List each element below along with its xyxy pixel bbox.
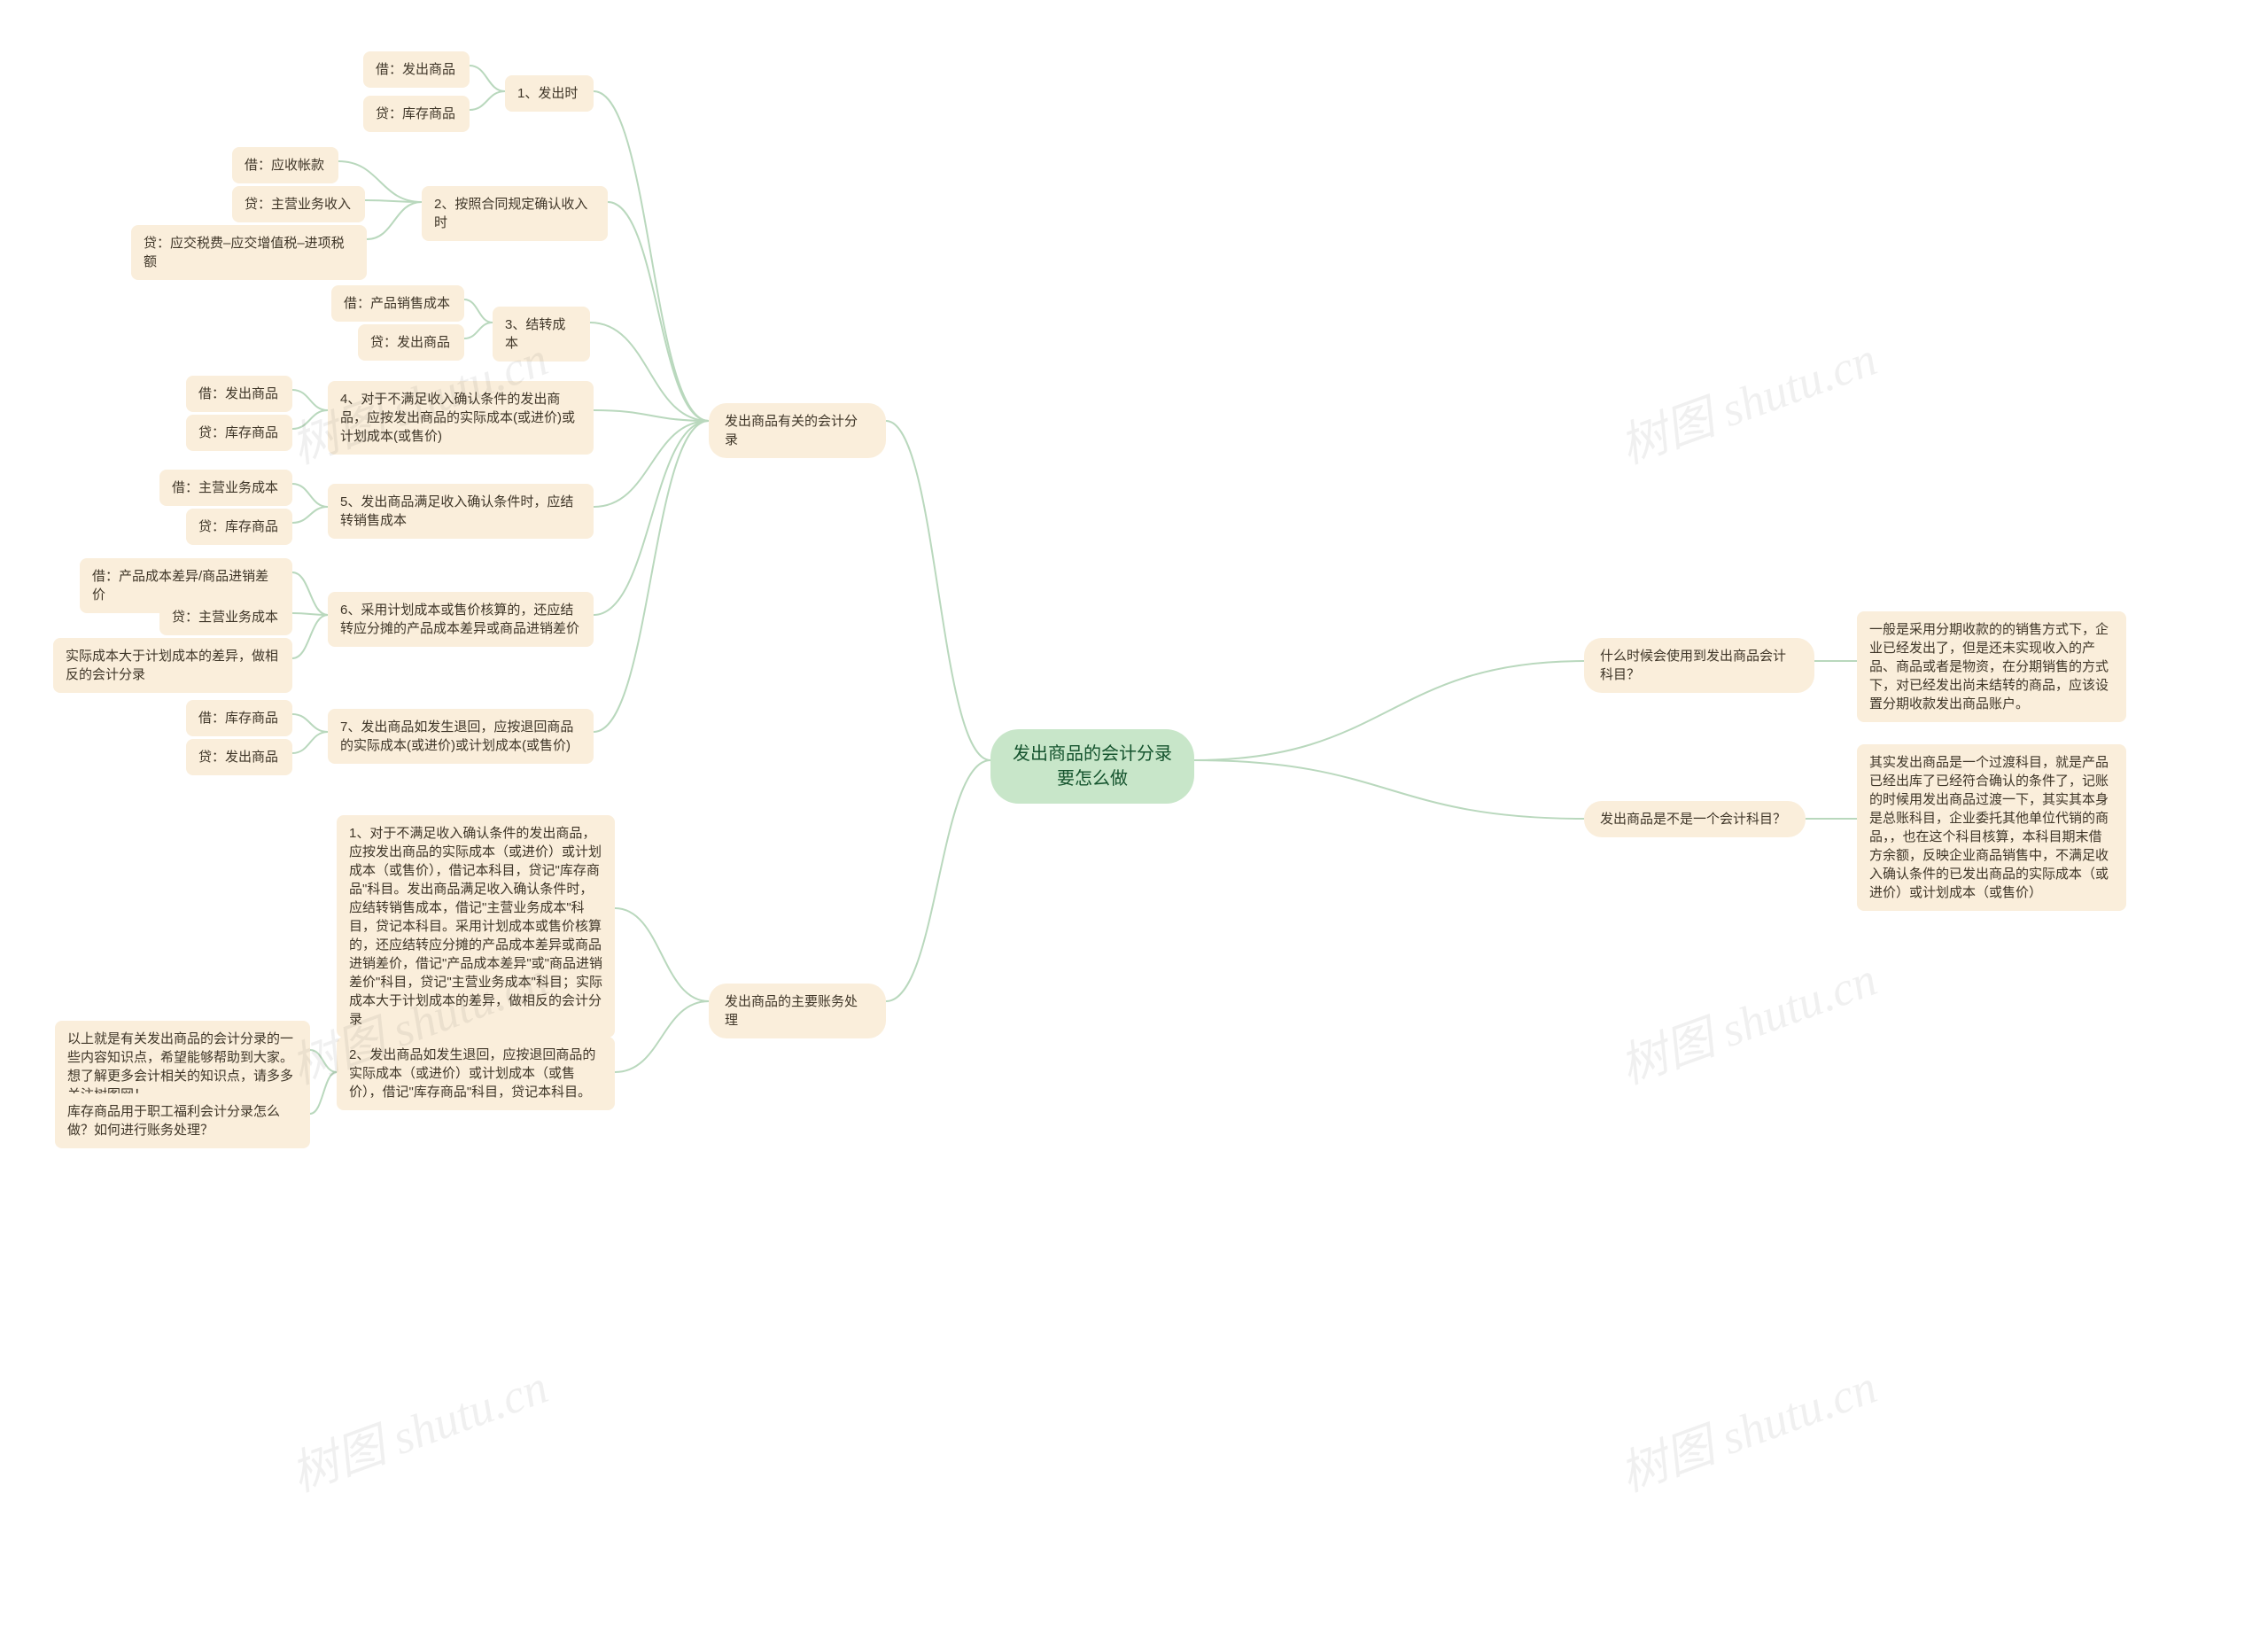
- node-b2c2l2: 库存商品用于职工福利会计分录怎么做？如何进行账务处理？: [55, 1093, 310, 1148]
- branch-b2: 发出商品的主要账务处理: [709, 984, 886, 1038]
- node-b1c1l2: 贷：库存商品: [363, 96, 470, 132]
- node-b1c6l3: 实际成本大于计划成本的差异，做相反的会计分录: [53, 638, 292, 693]
- node-b1c3l1: 借：产品销售成本: [331, 285, 464, 322]
- branch-r2: 发出商品是不是一个会计科目？: [1584, 801, 1806, 837]
- node-b1c2: 2、按照合同规定确认收入时: [422, 186, 608, 241]
- node-b1c5: 5、发出商品满足收入确认条件时，应结转销售成本: [328, 484, 594, 539]
- watermark: 树图 shutu.cn: [1609, 940, 1885, 1098]
- node-b1c5l2: 贷：库存商品: [186, 509, 292, 545]
- node-b1c4l1: 借：发出商品: [186, 376, 292, 412]
- root-node: 发出商品的会计分录要怎么做: [990, 729, 1194, 804]
- node-b1c7l1: 借：库存商品: [186, 700, 292, 736]
- node-b2c1: 1、对于不满足收入确认条件的发出商品，应按发出商品的实际成本（或进价）或计划成本…: [337, 815, 615, 1038]
- node-b1c7l2: 贷：发出商品: [186, 739, 292, 775]
- node-b2c2: 2、发出商品如发生退回，应按退回商品的实际成本（或进价）或计划成本（或售价），借…: [337, 1037, 615, 1110]
- branch-r1: 什么时候会使用到发出商品会计科目？: [1584, 638, 1814, 693]
- watermark: 树图 shutu.cn: [280, 1348, 556, 1505]
- node-b1c3l2: 贷：发出商品: [358, 324, 464, 361]
- node-b1c4: 4、对于不满足收入确认条件的发出商品，应按发出商品的实际成本(或进价)或计划成本…: [328, 381, 594, 455]
- branch-b1: 发出商品有关的会计分录: [709, 403, 886, 458]
- node-b1c6: 6、采用计划成本或售价核算的，还应结转应分摊的产品成本差异或商品进销差价: [328, 592, 594, 647]
- node-b1c6l2: 贷：主营业务成本: [159, 599, 292, 635]
- node-b1c2l1: 借：应收帐款: [232, 147, 338, 183]
- watermark: 树图 shutu.cn: [1609, 320, 1885, 478]
- node-b1c7: 7、发出商品如发生退回，应按退回商品的实际成本(或进价)或计划成本(或售价): [328, 709, 594, 764]
- watermark: 树图 shutu.cn: [1609, 1348, 1885, 1505]
- node-b1c2l3: 贷：应交税费–应交增值税–进项税额: [131, 225, 367, 280]
- node-b1c2l2: 贷：主营业务收入: [232, 186, 365, 222]
- node-r1c1: 一般是采用分期收款的的销售方式下，企业已经发出了，但是还未实现收入的产品、商品或…: [1857, 611, 2126, 722]
- node-b1c5l1: 借：主营业务成本: [159, 470, 292, 506]
- node-b1c1: 1、发出时: [505, 75, 594, 112]
- node-r2c1: 其实发出商品是一个过渡科目，就是产品已经出库了已经符合确认的条件了，记账的时候用…: [1857, 744, 2126, 911]
- node-b1c4l2: 贷：库存商品: [186, 415, 292, 451]
- node-b1c1l1: 借：发出商品: [363, 51, 470, 88]
- node-b1c3: 3、结转成本: [493, 307, 590, 362]
